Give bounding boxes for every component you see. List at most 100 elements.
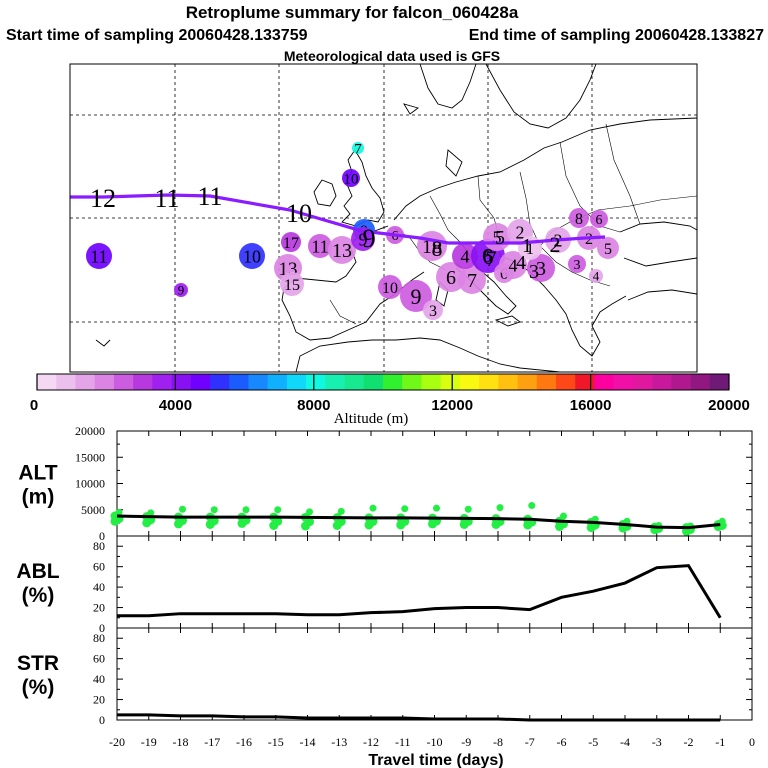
trajectory-day-label: 7 <box>486 246 497 271</box>
plume-cluster-label: 13 <box>332 240 352 262</box>
y-tick-label: 80 <box>93 539 105 553</box>
panel-alt: 0 5000 10000 15000 20000 ALT(m) <box>18 424 753 543</box>
plume-cluster-label: 17 <box>283 235 299 252</box>
alt-scatter-point <box>337 507 345 515</box>
trajectory-day-label: 6 <box>482 245 492 267</box>
trajectory-day-label: 1 <box>522 235 532 257</box>
y-tick-label: 80 <box>93 631 105 645</box>
plume-cluster-label: 7 <box>354 141 362 157</box>
x-tick-label: -7 <box>525 735 535 749</box>
colorbar-swatch <box>306 374 326 390</box>
trajectory-day-label: 9 <box>363 224 376 253</box>
plume-cluster <box>499 251 527 279</box>
colorbar-swatch <box>210 374 230 390</box>
colorbar-swatch <box>75 374 95 390</box>
plume-cluster-label: 9 <box>359 229 368 249</box>
alt-scatter-point <box>464 505 472 513</box>
map-panel: 7109611109171113131591810936746654321286… <box>69 63 698 373</box>
colorbar-swatch <box>94 374 115 390</box>
trajectory-day-label: 12 <box>90 184 116 213</box>
colorbar-swatch <box>556 374 576 390</box>
panel-y-label: (%) <box>22 584 55 607</box>
altitude-colorbar <box>36 373 730 391</box>
colorbar-swatch <box>133 374 153 390</box>
plume-cluster-label: 15 <box>284 277 300 294</box>
time-series-panels: 05000100001500020000ALT(m)020406080ABL(%… <box>16 424 753 727</box>
plume-cluster-label: 5 <box>604 241 612 258</box>
colorbar-swatch <box>613 374 634 390</box>
colorbar-tick-label: 4000 <box>159 397 192 414</box>
y-tick-label: 5000 <box>81 503 105 517</box>
plume-cluster <box>239 243 265 269</box>
colorbar-tick-label: 16000 <box>570 397 612 414</box>
plume-cluster-label: 3 <box>574 258 581 273</box>
end-time: End time of sampling 20060428.133827 <box>469 27 764 44</box>
y-tick-label: 40 <box>93 580 105 594</box>
x-tick-label: -14 <box>300 735 316 749</box>
alt-scatter-point <box>242 506 250 514</box>
colorbar-swatch <box>171 374 192 390</box>
y-tick-label: 15000 <box>75 450 105 464</box>
plume-cluster-label: 11 <box>90 246 107 266</box>
x-tick-label: -2 <box>684 735 694 749</box>
alt-scatter-point <box>179 505 186 513</box>
x-tick-label: -9 <box>461 735 471 749</box>
plume-cluster <box>174 283 188 297</box>
colorbar-swatch <box>632 374 653 390</box>
plume-cluster-label: 4 <box>593 269 600 284</box>
y-tick-label: 20000 <box>75 424 105 438</box>
colorbar-swatch <box>248 374 268 390</box>
colorbar-swatch <box>652 374 672 390</box>
colorbar-swatch <box>421 374 441 390</box>
panel-frame <box>116 627 753 721</box>
trajectory-day-label: 11 <box>154 184 179 213</box>
start-time: Start time of sampling 20060428.133759 <box>6 27 308 44</box>
colorbar-swatch <box>479 374 499 390</box>
plume-cluster-label: 4 <box>461 246 470 266</box>
alt-mean-line <box>116 514 721 530</box>
colorbar-swatch <box>383 374 403 390</box>
met-data-note: Meteorological data used is GFS <box>284 48 500 64</box>
plume-cluster <box>280 272 304 296</box>
colorbar-swatch <box>113 374 134 390</box>
abl-line <box>117 564 722 619</box>
colorbar-swatch <box>709 374 730 390</box>
plume-cluster-label: 1 <box>526 241 534 258</box>
alt-scatter-point <box>306 508 313 516</box>
plume-cluster-label: 3 <box>429 303 437 320</box>
colorbar-swatch <box>190 374 211 390</box>
colorbar-tick-label: 0 <box>30 397 38 414</box>
x-tick-label: -1 <box>715 735 725 749</box>
plume-cluster-label: 8 <box>575 211 583 228</box>
alt-scatter-point <box>210 506 218 514</box>
trajectory-day-label: 11 <box>197 182 222 211</box>
colorbar-swatch <box>671 374 691 390</box>
plume-cluster <box>590 210 608 228</box>
plume-cluster <box>423 300 443 320</box>
y-tick-label: 10000 <box>75 477 105 491</box>
plume-cluster <box>597 237 619 259</box>
plume-cluster <box>308 234 332 258</box>
plume-cluster-label: 10 <box>344 171 359 187</box>
plume-cluster-label: 10 <box>243 246 261 266</box>
alt-scatter-point <box>528 502 536 510</box>
trajectory-day-label: 5 <box>495 227 505 249</box>
x-tick-label: -17 <box>204 735 220 749</box>
y-tick-label: 40 <box>93 672 105 686</box>
alt-scatter-point <box>115 508 123 516</box>
x-tick-labels: -20 -19 -18 -17 -16 -15 -14 -13 -12 -11 -10 -9 -8 -7-… <box>109 735 755 749</box>
plume-cluster-label: 2 <box>516 222 525 242</box>
colorbar-label: Altitude (m) <box>334 411 409 427</box>
x-tick-label: -13 <box>331 735 347 749</box>
trajectory-day-label: 3 <box>529 261 539 283</box>
x-tick-label: -19 <box>141 735 157 749</box>
x-tick-label: -12 <box>363 735 379 749</box>
colorbar-swatch <box>440 374 461 390</box>
panel-y-label: STR <box>17 652 59 675</box>
x-tick-label: -8 <box>493 735 503 749</box>
plume-cluster <box>400 280 432 312</box>
y-tick-label: 60 <box>93 560 105 574</box>
str-line <box>117 713 721 722</box>
plume-cluster-label: 6 <box>446 267 456 289</box>
alt-scatter-point <box>496 504 504 512</box>
